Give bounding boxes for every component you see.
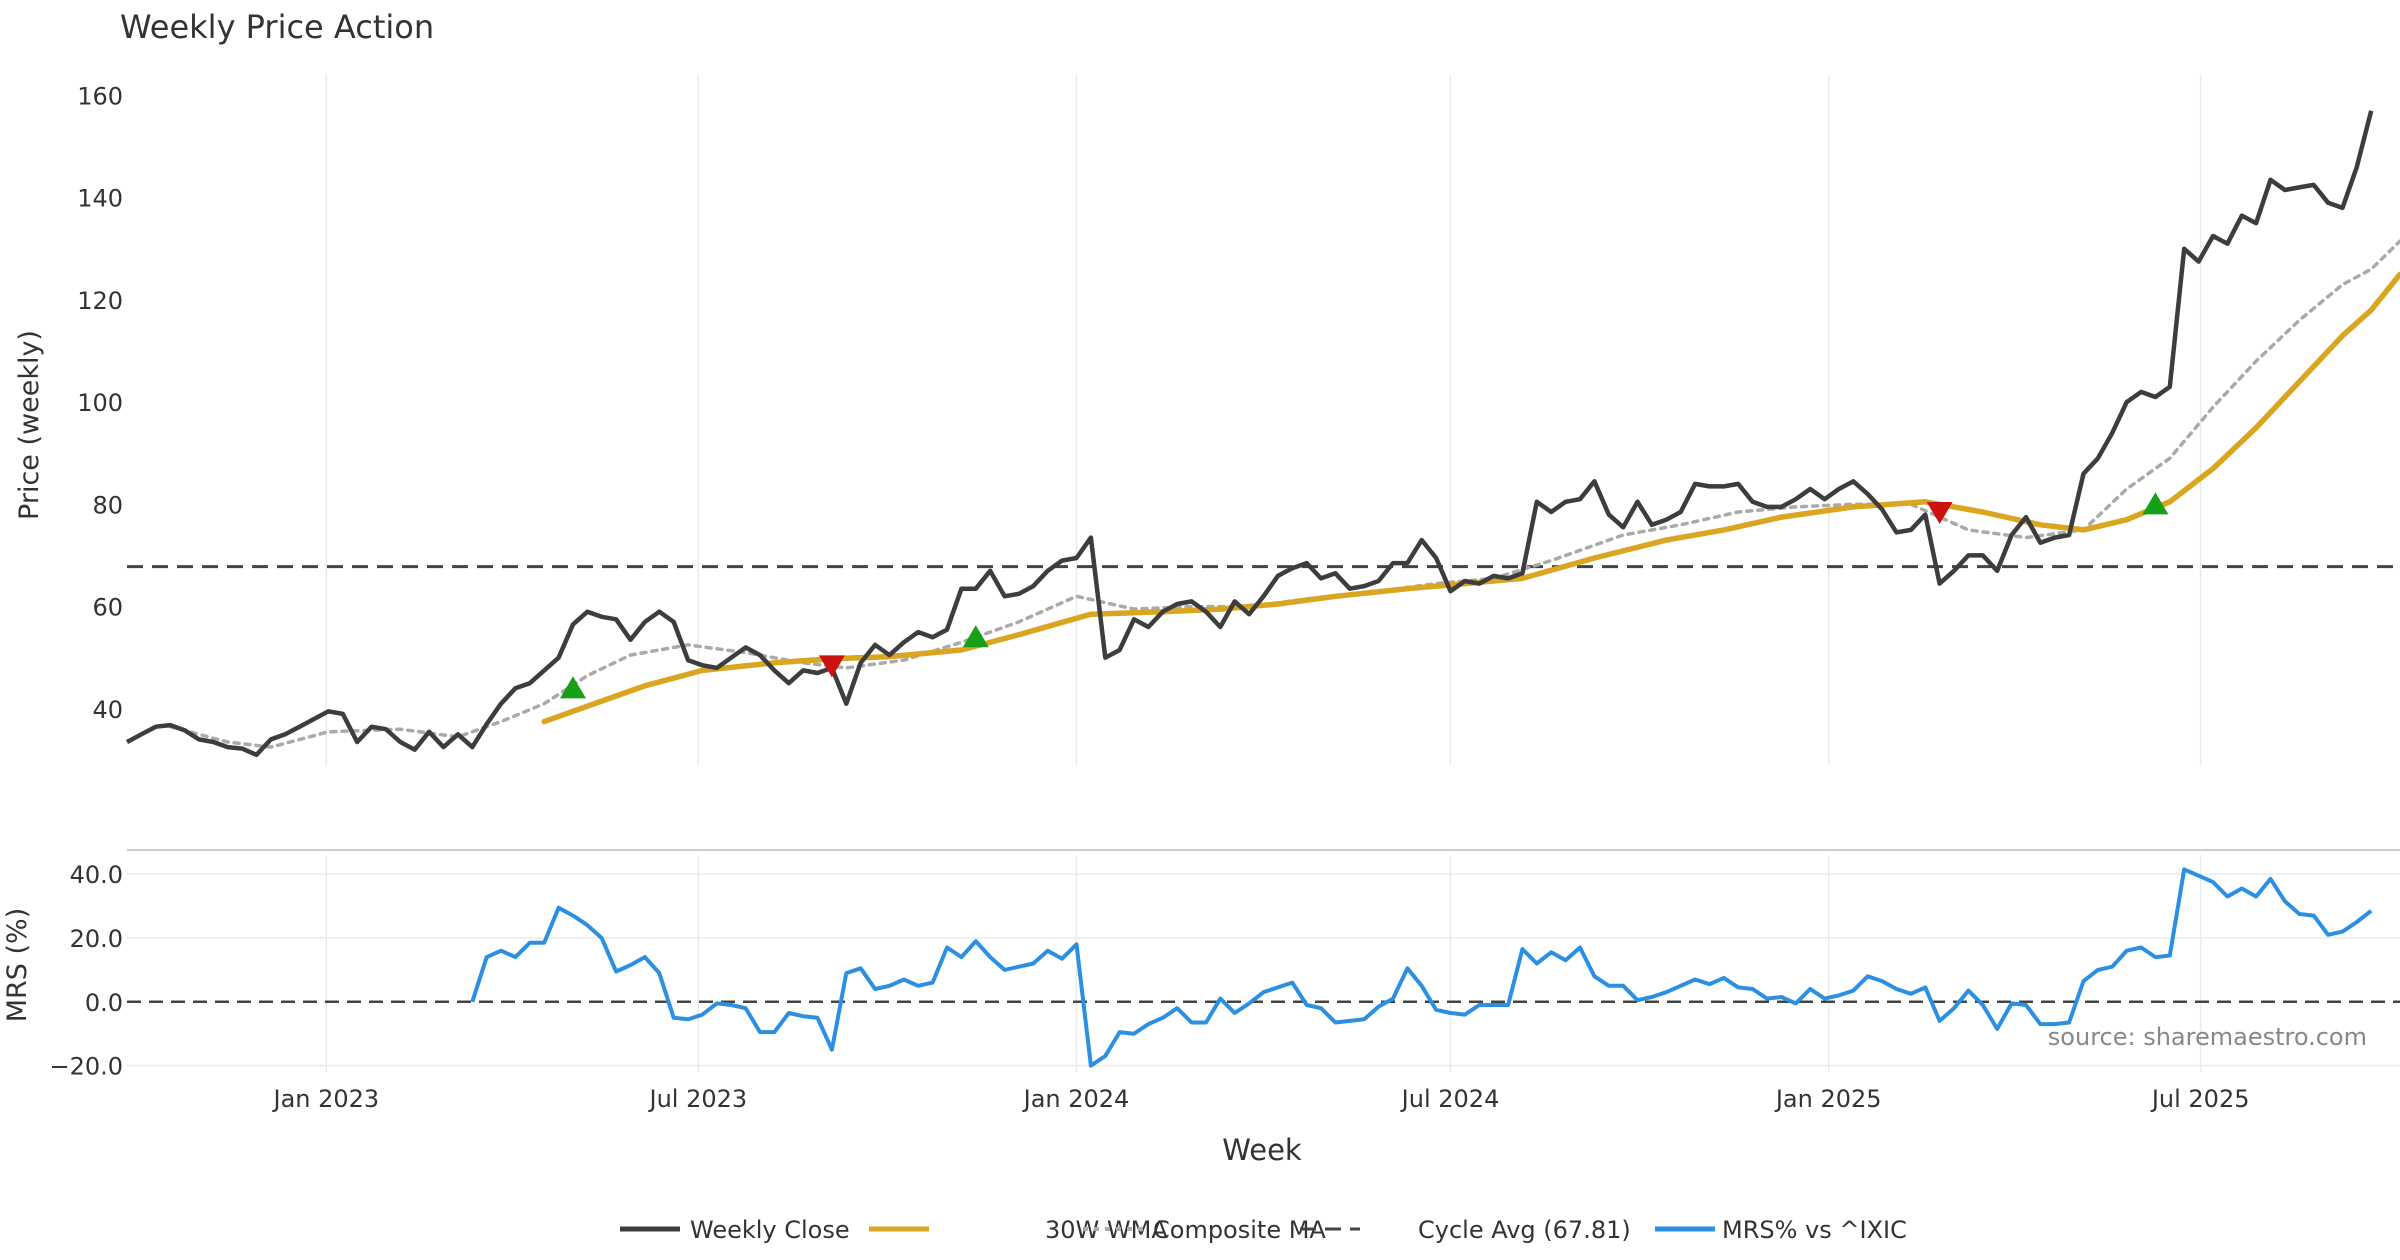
legend-label: Composite MA <box>1153 1216 1326 1244</box>
chart-title: Weekly Price Action <box>120 8 434 46</box>
price-y-tick-label: 100 <box>77 389 123 417</box>
mrs-y-tick-label: 20.0 <box>70 925 123 953</box>
price-y-tick-label: 120 <box>77 287 123 315</box>
buy-signal-marker <box>2142 492 2169 515</box>
price-y-tick-label: 80 <box>92 491 123 519</box>
buy-signal-marker <box>559 676 586 699</box>
wma-30w-line <box>541 271 2400 725</box>
legend-label: Cycle Avg (67.81) <box>1418 1216 1631 1244</box>
x-axis-label: Week <box>1222 1133 1302 1167</box>
buy-signal-marker <box>962 625 989 648</box>
mrs-line <box>470 867 2373 1068</box>
price-y-ticks: 40 60 80 100 120 140 160 <box>77 82 123 723</box>
x-tick-label: Jul 2024 <box>1400 1085 1500 1113</box>
x-tick-label: Jan 2024 <box>1022 1085 1130 1113</box>
sell-signal-marker <box>1926 502 1953 524</box>
price-y-axis-label: Price (weekly) <box>14 330 45 520</box>
x-tick-label: Jan 2025 <box>1774 1085 1882 1113</box>
x-tick-label: Jul 2023 <box>647 1085 747 1113</box>
mrs-y-axis-label: MRS (%) <box>2 908 33 1023</box>
x-tick-label: Jan 2023 <box>271 1085 379 1113</box>
mrs-y-tick-label: 0.0 <box>85 989 123 1017</box>
mrs-gridlines <box>127 855 2400 1072</box>
legend-label: MRS% vs ^IXIC <box>1722 1216 1907 1244</box>
price-panel: 40 60 80 100 120 140 160 Price (weekly) <box>14 75 2400 765</box>
legend-label: Weekly Close <box>690 1216 850 1244</box>
mrs-y-tick-label: −20.0 <box>49 1053 123 1081</box>
x-tick-label: Jul 2025 <box>2150 1085 2250 1113</box>
mrs-y-ticks: 40.0 20.0 0.0 −20.0 <box>49 861 123 1080</box>
x-axis-ticks: Jan 2023 Jul 2023 Jan 2024 Jul 2024 Jan 2025… <box>271 1085 2249 1113</box>
mrs-panel: 40.0 20.0 0.0 −20.0 MRS (%) source: sharema… <box>2 849 2400 1081</box>
weekly-close-line <box>125 110 2374 758</box>
mrs-y-tick-label: 40.0 <box>70 861 123 889</box>
composite-ma-line <box>168 239 2400 749</box>
price-y-tick-label: 60 <box>92 594 123 622</box>
price-y-tick-label: 160 <box>77 82 123 110</box>
price-gridlines <box>325 75 2202 765</box>
sell-signal-marker <box>818 655 845 678</box>
price-y-tick-label: 40 <box>92 696 123 724</box>
price-y-tick-label: 140 <box>77 185 123 213</box>
source-note: source: sharemaestro.com <box>2048 1023 2367 1051</box>
signal-markers <box>559 492 2169 699</box>
